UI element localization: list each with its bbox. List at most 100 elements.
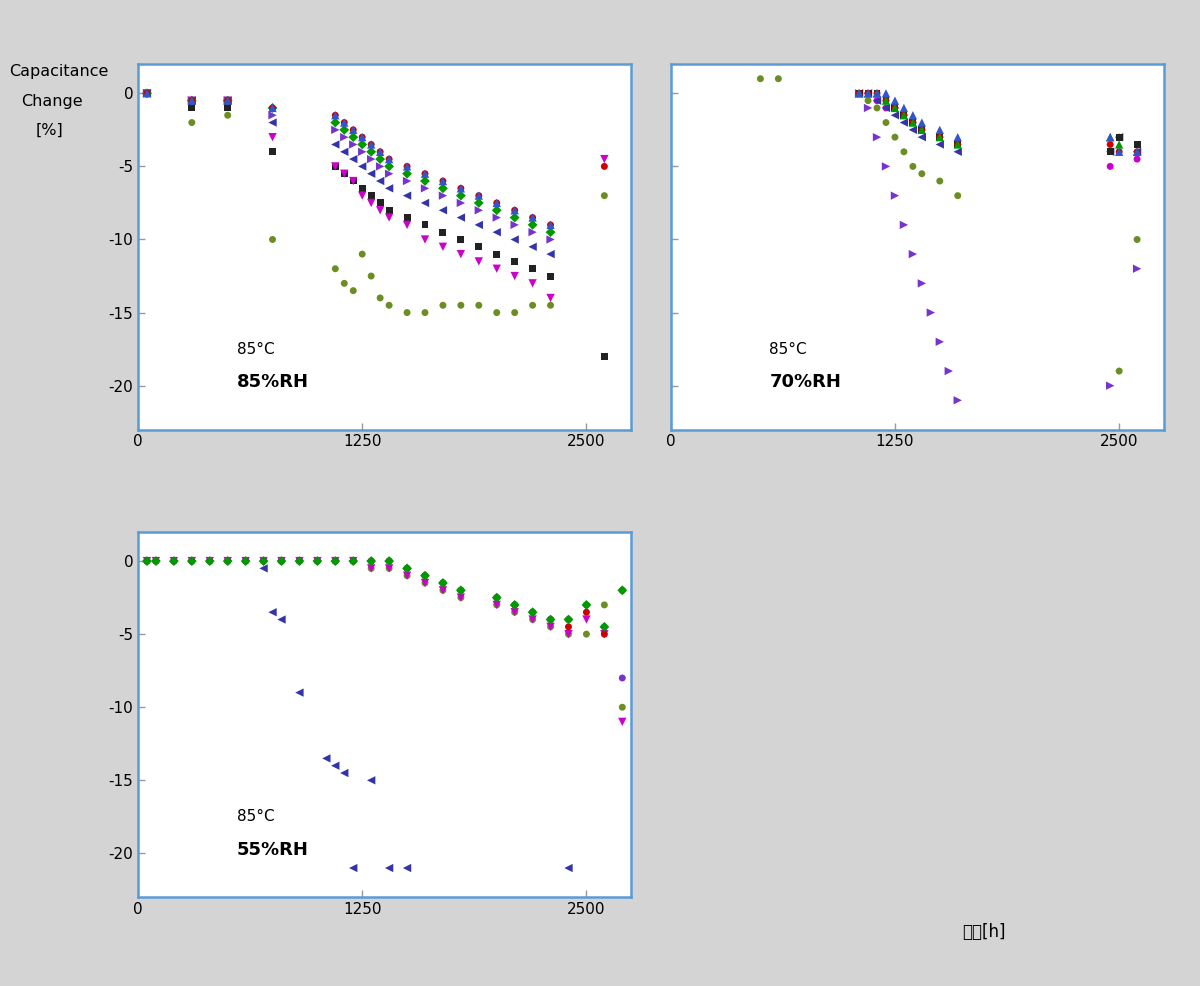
Point [433,575,452,591]
Point [200,553,220,569]
Point [894,107,913,123]
Point [325,553,344,569]
Point [146,553,166,569]
Point [850,86,869,102]
Point [415,180,434,196]
Point [361,187,380,203]
Point [595,619,614,635]
Point [523,217,542,233]
Point [415,575,434,591]
Point [254,560,274,576]
Point [218,553,238,569]
Point [371,144,390,160]
Point [433,583,452,599]
Point [559,611,578,627]
Point [577,604,596,620]
Point [613,583,632,599]
Point [146,553,166,569]
Point [325,261,344,277]
Point [912,122,931,138]
Point [433,224,452,240]
Point [361,560,380,576]
Point [379,202,398,218]
Point [1128,144,1147,160]
Point [290,553,310,569]
Point [523,298,542,314]
Point [397,210,416,226]
Point [912,129,931,145]
Point [353,159,372,175]
Point [487,202,506,218]
Point [487,261,506,277]
Point [894,107,913,123]
Point [353,246,372,262]
Point [263,107,282,123]
Point [541,246,560,262]
Point [523,275,542,291]
Point [397,159,416,175]
Point [433,174,452,189]
Point [218,553,238,569]
Point [397,305,416,320]
Point [200,553,220,569]
Point [469,187,488,203]
Point [1100,144,1120,160]
Text: 70%RH: 70%RH [769,373,841,391]
Point [379,560,398,576]
Point [379,151,398,167]
Point [335,765,354,781]
Point [137,86,156,102]
Point [433,575,452,591]
Point [505,604,524,620]
Point [218,553,238,569]
Point [379,210,398,226]
Point [523,611,542,627]
Point [523,261,542,277]
Point [433,174,452,189]
Point [361,553,380,569]
Point [541,217,560,233]
Point [137,86,156,102]
Point [218,93,238,108]
Point [451,232,470,247]
Point [876,86,895,102]
Point [137,86,156,102]
Point [559,626,578,642]
Point [886,107,905,123]
Point [379,553,398,569]
Point [146,553,166,569]
Text: 時間[h]: 時間[h] [962,923,1006,941]
Point [263,100,282,115]
Point [1128,261,1147,277]
Point [487,590,506,605]
Point [343,860,362,876]
Point [858,86,877,102]
Point [912,166,931,181]
Point [613,933,632,949]
Point [559,626,578,642]
Point [200,553,220,569]
Point [397,568,416,584]
Point [236,553,256,569]
Point [200,553,220,569]
Point [361,195,380,211]
Point [361,268,380,284]
Point [433,583,452,599]
Point [858,93,877,108]
Point [433,202,452,218]
Point [397,187,416,203]
Point [948,137,967,153]
Point [876,159,895,175]
Point [182,100,202,115]
Point [876,100,895,115]
Point [353,129,372,145]
Point [137,553,156,569]
Point [559,860,578,876]
Point [371,174,390,189]
Point [948,187,967,203]
Text: 85°C: 85°C [769,341,808,357]
Point [335,166,354,181]
Point [469,298,488,314]
Point [850,86,869,102]
Point [415,217,434,233]
